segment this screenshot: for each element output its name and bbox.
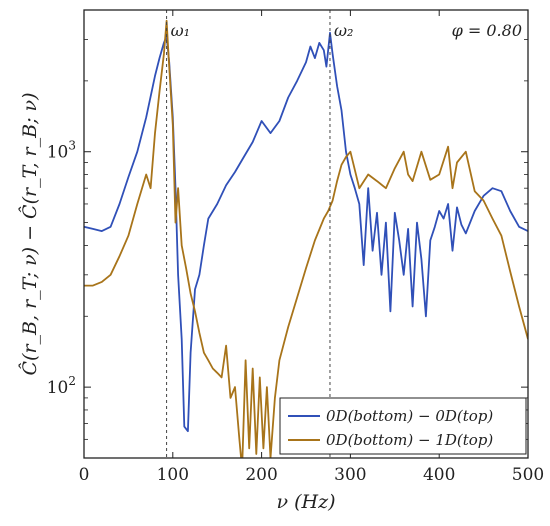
x-axis-label: ν (Hz) (277, 491, 336, 513)
x-tick-label-200: 200 (245, 465, 277, 485)
phi-value-label: φ = 0.80 (452, 21, 522, 40)
legend: 0D(bottom) − 0D(top) 0D(bottom) − 1D(top… (279, 397, 527, 455)
y-tick-label-1000: 103 (47, 139, 76, 163)
x-tick-label-400: 400 (423, 465, 455, 485)
series-lines (84, 19, 528, 458)
series-line-0 (84, 31, 528, 433)
x-tick-label-100: 100 (157, 465, 189, 485)
legend-box (279, 397, 527, 455)
frequency-markers (166, 10, 331, 458)
x-tick-label-500: 500 (512, 465, 544, 485)
x-tick-label-300: 300 (334, 465, 366, 485)
series-line-1 (84, 19, 528, 458)
y-tick-label-100: 102 (47, 374, 76, 398)
y-axis-label: Ĉ(r_B, r_T; ν) − Ĉ(r_T, r_B; ν) (18, 93, 41, 376)
x-tick-label-0: 0 (79, 465, 90, 485)
legend-label-0d-1d: 0D(bottom) − 1D(top) (326, 431, 493, 449)
omega-1-label: ω₁ (171, 21, 190, 40)
omega-2-label: ω₂ (334, 21, 353, 40)
legend-label-0d-0d: 0D(bottom) − 0D(top) (326, 407, 493, 425)
plot-frame (83, 9, 529, 459)
